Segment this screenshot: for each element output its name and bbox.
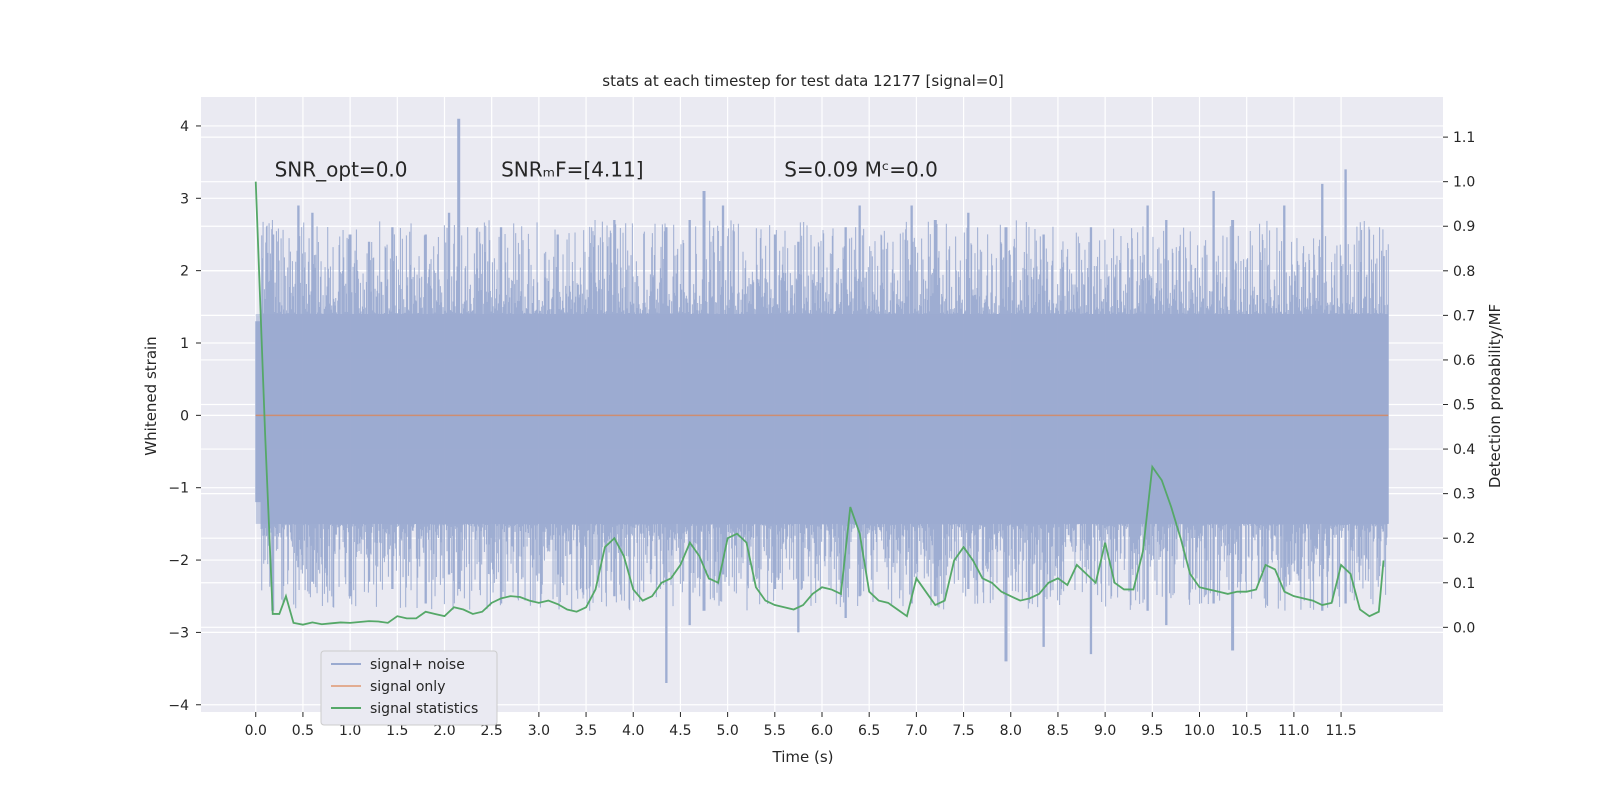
y2-tick-label-8: 0.8 <box>1453 264 1475 280</box>
y2-tick-label-3: 0.3 <box>1453 487 1475 503</box>
x-tick-label-3: 1.5 <box>386 723 408 739</box>
x-tick-label-20: 10.0 <box>1184 723 1215 739</box>
annotations: SNR_opt=0.0 SNRₘF=[4.11] S=0.09 Mᶜ=0.0 <box>275 158 938 182</box>
annotation-1: SNRₘF=[4.11] <box>501 158 643 182</box>
y-axis-ticks: −4 −3 −2 −1 0 1 2 3 4 <box>168 119 201 714</box>
y2-tick-label-5: 0.5 <box>1453 398 1475 414</box>
legend-box <box>320 650 498 726</box>
y-tick-label-5: 1 <box>180 336 189 352</box>
y2-tick-label-11: 1.1 <box>1453 130 1475 146</box>
y-tick-label-7: 3 <box>180 191 189 207</box>
x-tick-label-7: 3.5 <box>575 723 597 739</box>
x-tick-label-13: 6.5 <box>858 723 880 739</box>
annotation-0: SNR_opt=0.0 <box>275 158 408 182</box>
chart-title: stats at each timestep for test data 121… <box>602 72 1003 90</box>
x-axis-title: Time (s) <box>772 748 834 766</box>
x-tick-label-6: 3.0 <box>528 723 550 739</box>
y2-tick-label-9: 0.9 <box>1453 219 1475 235</box>
series-signal-statistics <box>254 181 1385 626</box>
x-tick-label-23: 11.5 <box>1325 723 1356 739</box>
y-tick-label-1: −3 <box>168 625 189 641</box>
y-tick-label-8: 4 <box>180 119 189 135</box>
y-tick-label-6: 2 <box>180 264 189 280</box>
signal-statistics-line <box>254 181 1385 626</box>
x-tick-label-0: 0.0 <box>245 723 267 739</box>
y2-tick-label-4: 0.4 <box>1453 442 1475 458</box>
x-tick-label-9: 4.5 <box>669 723 691 739</box>
x-tick-label-19: 9.5 <box>1141 723 1163 739</box>
legend: signal+ noise signal only signal statist… <box>320 650 498 726</box>
x-tick-label-11: 5.5 <box>764 723 786 739</box>
x-tick-label-5: 2.5 <box>481 723 503 739</box>
y2-tick-label-7: 0.7 <box>1453 308 1475 324</box>
y2-tick-label-10: 1.0 <box>1453 175 1475 191</box>
x-tick-label-12: 6.0 <box>811 723 833 739</box>
legend-label-signal-statistics: signal statistics <box>370 701 478 717</box>
x-tick-label-10: 5.0 <box>716 723 738 739</box>
y2-tick-label-0: 0.0 <box>1453 620 1475 636</box>
y-tick-label-0: −4 <box>168 698 189 714</box>
x-tick-label-16: 8.0 <box>1000 723 1022 739</box>
series-signal-noise <box>255 118 1389 684</box>
annotation-2: S=0.09 Mᶜ=0.0 <box>784 158 938 182</box>
x-tick-label-18: 9.0 <box>1094 723 1116 739</box>
legend-label-signal-only: signal only <box>370 679 445 695</box>
x-tick-label-15: 7.5 <box>952 723 974 739</box>
x-tick-label-21: 10.5 <box>1231 723 1262 739</box>
y2-tick-label-6: 0.6 <box>1453 353 1475 369</box>
y2-tick-label-2: 0.2 <box>1453 531 1475 547</box>
x-tick-label-17: 8.5 <box>1047 723 1069 739</box>
y-tick-label-4: 0 <box>180 408 189 424</box>
x-tick-label-4: 2.0 <box>433 723 455 739</box>
y-tick-label-3: −1 <box>168 481 189 497</box>
x-tick-label-14: 7.0 <box>905 723 927 739</box>
x-axis-ticks: 0.0 0.5 1.0 1.5 2.0 2.5 3.0 3.5 4.0 4.5 5.0 5.5 6.0 6… <box>245 712 1357 739</box>
noise-core-band <box>255 314 1389 524</box>
x-tick-label-2: 1.0 <box>339 723 361 739</box>
legend-label-signal-noise: signal+ noise <box>370 657 465 673</box>
x-tick-label-1: 0.5 <box>292 723 314 739</box>
x-tick-label-8: 4.0 <box>622 723 644 739</box>
y2-axis-title: Detection probability/MF <box>1486 304 1504 488</box>
x-tick-label-22: 11.0 <box>1278 723 1309 739</box>
y2-axis-ticks: 0.0 0.1 0.2 0.3 0.4 0.5 0.6 0.7 0.8 0.9 1.0 1.1 <box>1443 130 1475 636</box>
y-tick-label-2: −2 <box>168 553 189 569</box>
y2-tick-label-1: 0.1 <box>1453 576 1475 592</box>
y-axis-title: Whitened strain <box>142 336 160 455</box>
